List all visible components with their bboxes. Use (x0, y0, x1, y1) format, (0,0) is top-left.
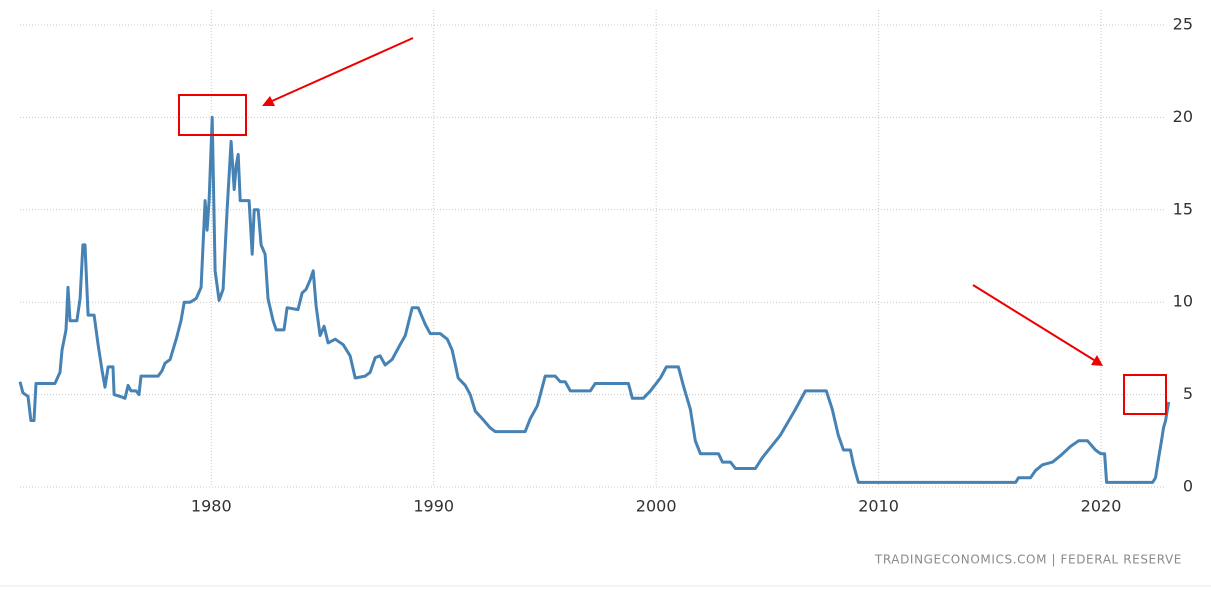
arrow (972, 284, 1095, 361)
highlight-box (1123, 374, 1167, 415)
x-tick-label: 2020 (1081, 497, 1122, 516)
y-tick-label: 15 (1173, 199, 1193, 218)
source-note: TRADINGECONOMICS.COM | FEDERAL RESERVE (874, 553, 1182, 567)
arrow (271, 37, 414, 102)
arrow-head (262, 96, 275, 106)
arrow-head (1091, 355, 1103, 366)
data-line (18, 115, 1171, 484)
x-tick-label: 2010 (858, 497, 899, 516)
y-tick-label: 20 (1173, 107, 1193, 126)
x-tick-label: 1980 (191, 497, 232, 516)
x-tick-label: 2000 (636, 497, 677, 516)
annotations (178, 37, 1167, 415)
y-tick-label: 10 (1173, 292, 1193, 311)
y-tick-label: 5 (1183, 384, 1193, 403)
y-tick-label: 25 (1173, 15, 1193, 34)
highlight-box (178, 94, 247, 136)
x-tick-label: 1990 (413, 497, 454, 516)
y-tick-label: 0 (1183, 477, 1193, 496)
